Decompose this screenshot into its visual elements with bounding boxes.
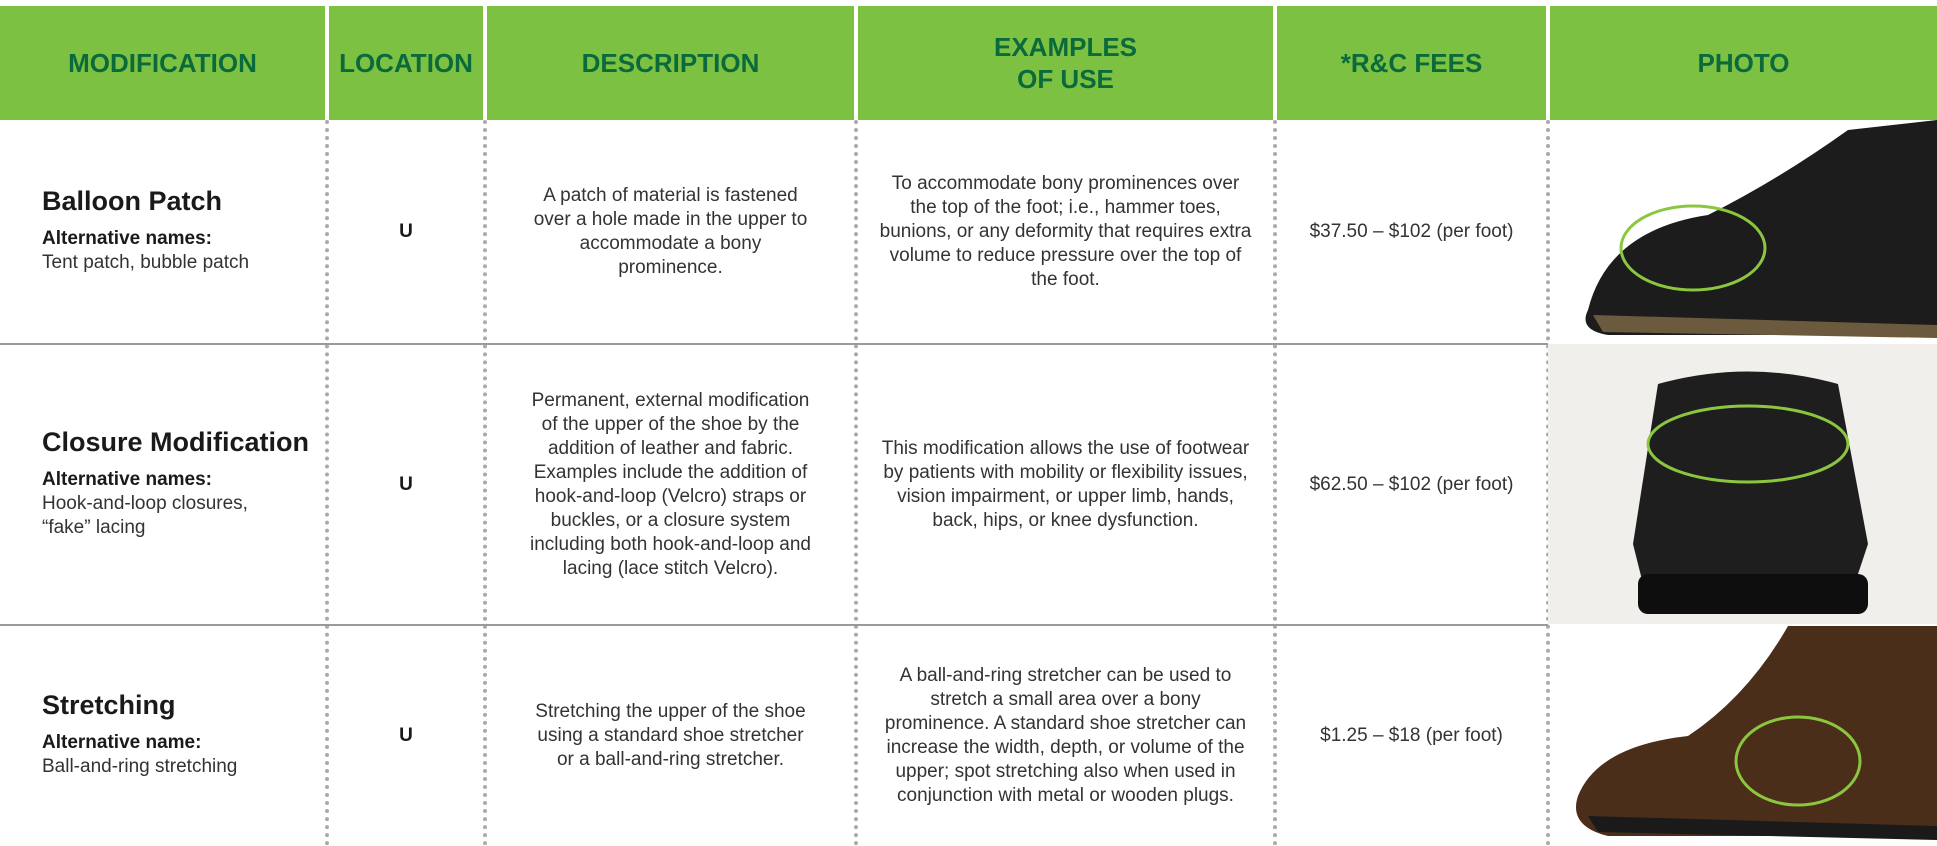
examples: To accommodate bony prominences over the…: [879, 172, 1252, 290]
modification-block: Balloon Patch Alternative names: Tent patc…: [42, 185, 250, 275]
fees-cell: $1.25 – $18 (per foot): [1277, 626, 1546, 846]
modification-name: Balloon Patch: [42, 185, 223, 216]
location: U: [399, 220, 413, 242]
row-divider: [0, 624, 1548, 626]
header-cell: PHOTO: [1550, 6, 1937, 120]
examples: A ball-and-ring stretcher can be used to…: [884, 665, 1247, 806]
header-text: MODIFICATION: [68, 48, 257, 78]
location-cell: U: [329, 120, 483, 343]
examples-cell: This modification allows the use of foot…: [858, 345, 1273, 624]
alt-names: Ball-and-ring stretching: [42, 756, 238, 777]
column-divider: [483, 120, 487, 846]
header-text: *R&C FEES: [1340, 48, 1483, 78]
header-cell: EXAMPLES OF USE: [858, 6, 1273, 120]
location-cell: U: [329, 345, 483, 624]
modification-name: Closure Modification: [42, 426, 310, 457]
description: Permanent, external modification of the …: [530, 389, 811, 579]
header-cell: DESCRIPTION: [487, 6, 854, 120]
alt-names: Hook-and-loop closures, “fake” lacing: [42, 492, 248, 538]
alt-label: Alternative name:: [42, 732, 202, 753]
examples-cell: To accommodate bony prominences over the…: [858, 120, 1273, 343]
location: U: [399, 473, 413, 495]
modification-cell: Balloon Patch Alternative names: Tent patc…: [0, 120, 325, 343]
header-text: PHOTO: [1697, 48, 1790, 78]
examples: This modification allows the use of foot…: [881, 437, 1250, 531]
description-cell: Permanent, external modification of the …: [487, 345, 854, 624]
modification-cell: Stretching Alternative name: Ball-and-ring…: [0, 626, 325, 846]
photo: [1548, 344, 1937, 624]
header-cell: MODIFICATION: [0, 6, 325, 120]
header-cell: LOCATION: [329, 6, 483, 120]
description-cell: Stretching the upper of the shoe using a…: [487, 626, 854, 846]
modification-block: Closure Modification Alternative names: Ho…: [42, 426, 310, 540]
description: Stretching the upper of the shoe using a…: [535, 701, 806, 770]
column-divider: [1273, 120, 1277, 846]
fees: $62.50 – $102 (per foot): [1309, 473, 1514, 495]
description-cell: A patch of material is fastened over a h…: [487, 120, 854, 343]
examples-cell: A ball-and-ring stretcher can be used to…: [858, 626, 1273, 846]
header-cell: *R&C FEES: [1277, 6, 1546, 120]
column-divider: [854, 120, 858, 846]
modification-name: Stretching: [42, 690, 176, 720]
fees-cell: $37.50 – $102 (per foot): [1277, 120, 1546, 343]
header-text: DESCRIPTION: [581, 48, 760, 78]
alt-label: Alternative names:: [42, 227, 213, 249]
fees: $37.50 – $102 (per foot): [1309, 220, 1514, 242]
header-text: LOCATION: [339, 48, 473, 78]
location-cell: U: [329, 626, 483, 846]
photo: [1576, 626, 1937, 840]
column-divider: [325, 120, 329, 846]
header-text: EXAMPLES OF USE: [993, 32, 1138, 94]
fees: $1.25 – $18 (per foot): [1320, 725, 1503, 746]
photo: [1585, 120, 1937, 338]
row-divider: [0, 343, 1548, 345]
fees-cell: $62.50 – $102 (per foot): [1277, 345, 1546, 624]
modification-cell: Closure Modification Alternative names: Ho…: [0, 345, 325, 624]
location: U: [399, 725, 413, 746]
modification-block: Stretching Alternative name: Ball-and-ring…: [42, 690, 238, 779]
description: A patch of material is fastened over a h…: [533, 184, 808, 278]
alt-label: Alternative names:: [42, 468, 213, 490]
alt-names: Tent patch, bubble patch: [42, 251, 250, 273]
